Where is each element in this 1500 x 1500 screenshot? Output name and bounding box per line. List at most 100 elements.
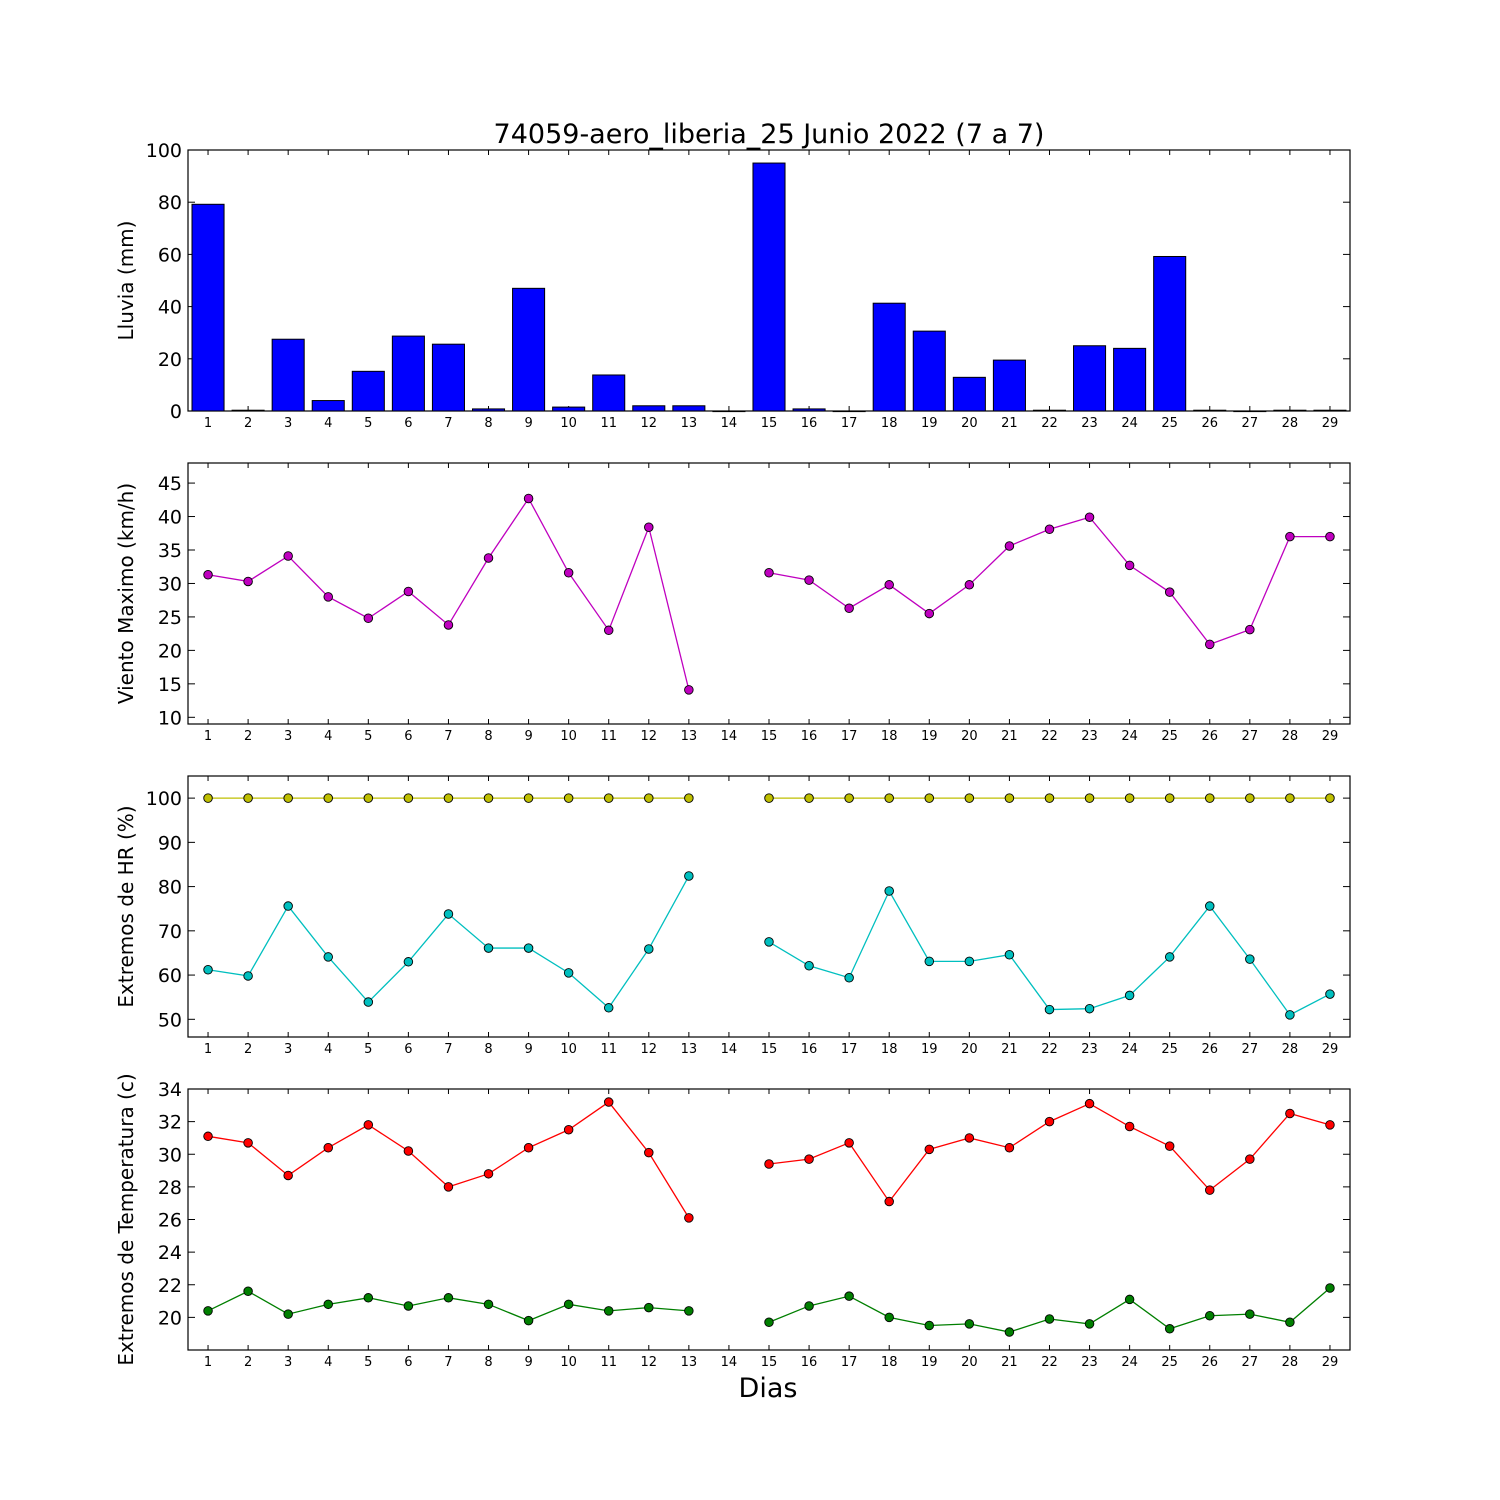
point-day-16 (804, 793, 814, 803)
point-day-9 (523, 943, 534, 953)
point-day-2 (243, 793, 253, 803)
x-tick-label: 4 (324, 1355, 332, 1370)
point-day-21 (1004, 541, 1015, 551)
series-line (768, 889, 1331, 1016)
point-day-7 (443, 620, 454, 630)
point-day-29 (1325, 1120, 1335, 1130)
y-tick-label: 60 (158, 965, 182, 987)
x-tick-label: 29 (1322, 416, 1339, 431)
x-tick-label: 5 (364, 729, 372, 744)
point-day-25 (1164, 1141, 1175, 1151)
x-tick-label: 13 (681, 1042, 698, 1057)
series-line (207, 1101, 690, 1219)
point-day-10 (563, 1125, 574, 1135)
point-day-6 (403, 1146, 414, 1156)
x-tick-label: 6 (404, 1355, 412, 1370)
y-axis-label: Viento Maximo (km/h) (114, 483, 138, 704)
point-day-29 (1325, 1283, 1335, 1293)
bar-day-27 (1233, 410, 1267, 413)
y-tick-label: 70 (158, 921, 182, 943)
point-day-11 (603, 793, 614, 803)
point-day-13 (684, 793, 694, 803)
point-day-16 (804, 1301, 814, 1311)
point-day-8 (483, 793, 494, 803)
point-day-18 (884, 1312, 894, 1323)
y-tick-label: 10 (158, 707, 182, 729)
y-tick-label: 28 (158, 1177, 182, 1199)
point-day-18 (884, 1196, 894, 1207)
x-tick-label: 18 (881, 1042, 898, 1057)
y-tick-label: 34 (158, 1079, 182, 1101)
point-day-23 (1084, 1319, 1095, 1329)
y-tick-label: 26 (158, 1210, 182, 1232)
x-tick-label: 19 (921, 416, 938, 431)
y-tick-label: 20 (158, 349, 182, 371)
point-day-27 (1245, 793, 1255, 803)
x-tick-label: 4 (324, 1042, 332, 1057)
x-tick-label: 26 (1201, 729, 1218, 744)
x-tick-label: 3 (284, 1355, 292, 1370)
panel-3: 1 2 3 4 5 6 7 8 9 10 11 12 13 14 15 16 17 18 19 20 21 22 23 24 2… (114, 775, 1351, 1057)
bar-day-3 (271, 338, 305, 412)
x-tick-label: 10 (560, 1042, 577, 1057)
y-tick-label: 15 (158, 674, 182, 696)
x-tick-label: 25 (1161, 1355, 1178, 1370)
point-day-18 (884, 580, 894, 590)
x-tick-label: 14 (721, 729, 738, 744)
x-tick-label: 23 (1081, 1042, 1098, 1057)
point-day-15 (764, 568, 774, 578)
point-day-12 (644, 1147, 654, 1158)
point-day-16 (804, 961, 814, 971)
bar-day-23 (1073, 345, 1107, 412)
series-2 (203, 871, 1335, 1020)
point-day-22 (1044, 1314, 1055, 1324)
x-tick-label: 11 (600, 729, 617, 744)
x-tick-label: 4 (324, 416, 332, 431)
point-day-19 (924, 793, 935, 803)
point-day-1 (203, 1306, 213, 1316)
x-tick-label: 28 (1282, 416, 1299, 431)
point-day-9 (523, 1142, 534, 1153)
point-day-18 (884, 793, 894, 803)
bar-day-5 (351, 370, 385, 412)
y-axis-label: Extremos de Temperatura (c) (114, 1073, 138, 1365)
x-tick-label: 25 (1161, 729, 1178, 744)
series-line (207, 875, 690, 1009)
x-tick-label: 29 (1322, 729, 1339, 744)
y-tick-label: 100 (146, 788, 182, 810)
point-day-5 (363, 1293, 374, 1303)
x-tick-label: 15 (761, 1355, 778, 1370)
panel-2: 1 2 3 4 5 6 7 8 9 10 11 12 13 14 15 16 17 18 19 20 21 22 23 24 2… (114, 462, 1351, 744)
point-day-26 (1205, 639, 1215, 650)
x-tick-label: 27 (1242, 416, 1259, 431)
y-tick-label: 24 (158, 1242, 182, 1264)
x-tick-label: 7 (444, 416, 452, 431)
point-day-11 (603, 1003, 614, 1013)
y-tick-label: 90 (158, 832, 182, 854)
bar-day-20 (952, 376, 986, 412)
x-tick-label: 16 (801, 1355, 818, 1370)
x-tick-label: 10 (560, 416, 577, 431)
x-tick-label: 20 (961, 1355, 978, 1370)
point-day-25 (1164, 793, 1175, 803)
x-tick-label: 17 (841, 729, 858, 744)
point-day-7 (443, 909, 454, 919)
y-tick-label: 60 (158, 244, 182, 266)
x-tick-label: 1 (204, 729, 212, 744)
x-tick-label: 16 (801, 416, 818, 431)
point-day-27 (1245, 624, 1255, 635)
x-tick-label: 28 (1282, 1042, 1299, 1057)
x-tick-label: 27 (1242, 1355, 1259, 1370)
point-day-9 (523, 493, 534, 504)
x-tick-label: 13 (681, 416, 698, 431)
x-tick-label: 22 (1041, 729, 1058, 744)
x-tick-label: 6 (404, 1042, 412, 1057)
panels: 1 2 3 4 5 6 7 8 9 10 11 12 13 14 15 16 17 18 19 20 21 22 23 24 2… (114, 140, 1351, 1370)
point-day-22 (1044, 1116, 1055, 1127)
point-day-1 (203, 570, 213, 580)
point-day-12 (644, 793, 654, 803)
point-day-25 (1164, 1324, 1175, 1334)
bar-day-15 (752, 162, 786, 412)
bar-day-19 (912, 330, 946, 412)
